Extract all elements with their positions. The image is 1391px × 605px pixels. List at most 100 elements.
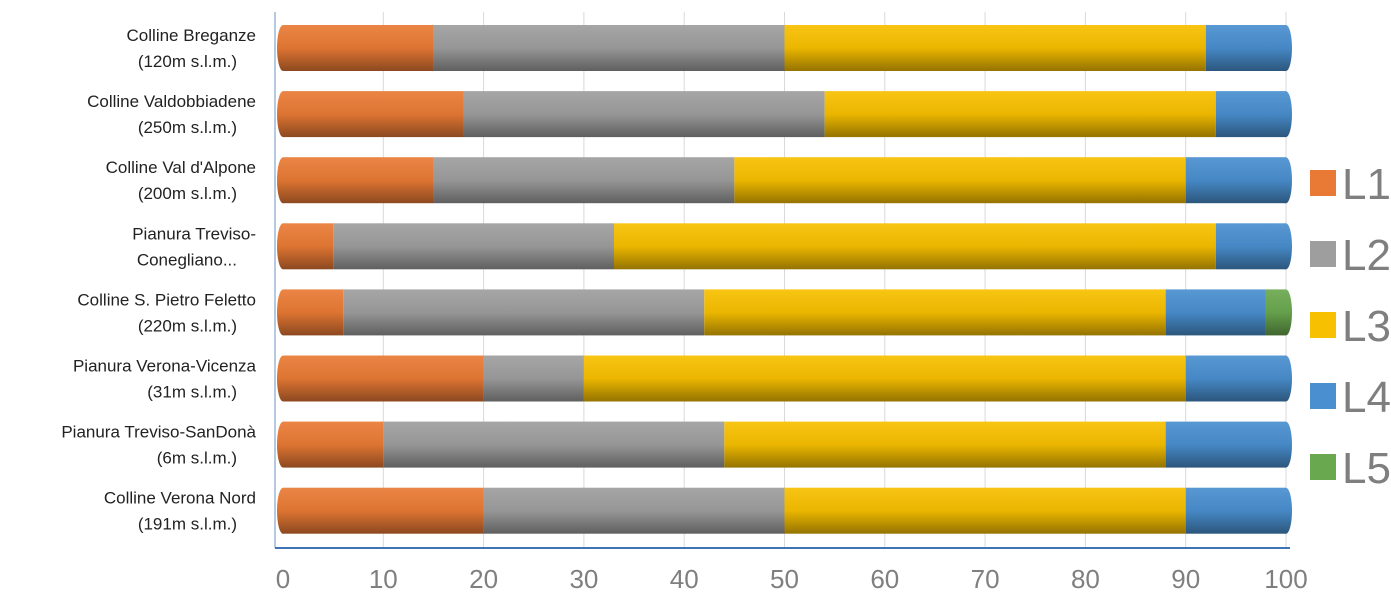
bar-segment-l4 bbox=[1215, 223, 1286, 270]
legend-item-l4: L4 bbox=[1310, 373, 1391, 422]
bar-segment-l2 bbox=[433, 157, 735, 204]
bar-cap-left bbox=[277, 91, 289, 138]
x-tick-label: 0 bbox=[276, 564, 290, 594]
legend-swatch bbox=[1310, 170, 1336, 196]
bar-cap-right bbox=[1280, 25, 1292, 71]
bar-segment-l4 bbox=[1205, 25, 1286, 71]
bar-segment-l4 bbox=[1185, 157, 1286, 204]
bar-segment-l3 bbox=[583, 355, 1186, 402]
bar-cap-right bbox=[1280, 91, 1292, 138]
axes bbox=[274, 12, 1290, 549]
bar-segment-l4 bbox=[1185, 355, 1286, 402]
legend-item-l1: L1 bbox=[1310, 160, 1391, 209]
bar-segment-l1 bbox=[283, 355, 484, 402]
bar-cap-left bbox=[277, 421, 289, 468]
category-label: (120m s.l.m.) bbox=[138, 52, 237, 71]
x-tick-label: 10 bbox=[369, 564, 398, 594]
bar-cap-right bbox=[1280, 355, 1292, 402]
category-label: (220m s.l.m.) bbox=[138, 316, 237, 335]
bar-segment-l3 bbox=[824, 91, 1216, 138]
legend-item-l3: L3 bbox=[1310, 302, 1391, 351]
bar-segment-l1 bbox=[283, 25, 434, 71]
category-label: Pianura Verona-Vicenza bbox=[73, 357, 257, 376]
x-tick-label: 40 bbox=[670, 564, 699, 594]
bar-segment-l2 bbox=[463, 91, 825, 138]
bar-segment-l3 bbox=[784, 487, 1186, 534]
bar-row bbox=[277, 25, 1292, 71]
bar-row bbox=[277, 421, 1292, 468]
bar-segment-l4 bbox=[1165, 421, 1286, 468]
x-tick-label: 50 bbox=[770, 564, 799, 594]
legend-swatch bbox=[1310, 312, 1336, 338]
bar-segment-l3 bbox=[704, 289, 1166, 336]
x-tick-label: 100 bbox=[1264, 564, 1307, 594]
category-label: Colline S. Pietro Feletto bbox=[77, 290, 256, 309]
legend-swatch bbox=[1310, 383, 1336, 409]
bar-segment-l3 bbox=[613, 223, 1216, 270]
bar-segment-l4 bbox=[1215, 91, 1286, 138]
legend-item-l5: L5 bbox=[1310, 444, 1391, 493]
bar-row bbox=[277, 355, 1292, 402]
bar-segment-l1 bbox=[283, 289, 344, 336]
bar-segment-l1 bbox=[283, 223, 334, 270]
bar-row bbox=[277, 487, 1292, 534]
legend-label: L4 bbox=[1342, 373, 1391, 422]
bar-cap-right bbox=[1280, 289, 1292, 336]
category-label: (191m s.l.m.) bbox=[138, 515, 237, 534]
category-label: (200m s.l.m.) bbox=[138, 184, 237, 203]
bar-segment-l2 bbox=[383, 421, 725, 468]
bar-cap-left bbox=[277, 487, 289, 534]
bar-cap-left bbox=[277, 157, 289, 204]
bar-segment-l3 bbox=[734, 157, 1186, 204]
category-label: (6m s.l.m.) bbox=[157, 449, 237, 468]
bar-row bbox=[277, 157, 1292, 204]
bar-cap-right bbox=[1280, 421, 1292, 468]
bar-cap-left bbox=[277, 289, 289, 336]
category-label: Colline Breganze bbox=[127, 26, 256, 45]
bar-segment-l4 bbox=[1165, 289, 1266, 336]
x-tick-label: 80 bbox=[1071, 564, 1100, 594]
bar-segment-l1 bbox=[283, 421, 384, 468]
legend: L1 L2 L3 L4 L5 bbox=[1310, 160, 1391, 493]
bar-cap-left bbox=[277, 355, 289, 402]
bars bbox=[277, 25, 1292, 534]
bar-segment-l1 bbox=[283, 91, 464, 138]
category-label: (250m s.l.m.) bbox=[138, 118, 237, 137]
category-label: (31m s.l.m.) bbox=[147, 383, 237, 402]
bar-cap-left bbox=[277, 223, 289, 270]
bar-row bbox=[277, 289, 1292, 336]
bar-segment-l2 bbox=[433, 25, 785, 71]
bar-row bbox=[277, 223, 1292, 270]
bar-segment-l1 bbox=[283, 157, 434, 204]
category-label: Colline Verona Nord bbox=[104, 489, 256, 508]
bar-segment-l3 bbox=[724, 421, 1166, 468]
bar-segment-l2 bbox=[483, 355, 584, 402]
category-label: Conegliano... bbox=[137, 250, 237, 269]
bar-segment-l1 bbox=[283, 487, 484, 534]
x-tick-label: 60 bbox=[870, 564, 899, 594]
category-labels: Colline Breganze (120m s.l.m.) Colline Val… bbox=[61, 26, 256, 534]
category-label: Pianura Treviso-SanDonà bbox=[61, 423, 256, 442]
bar-segment-l2 bbox=[343, 289, 705, 336]
x-tick-label: 90 bbox=[1171, 564, 1200, 594]
bar-row bbox=[277, 91, 1292, 138]
category-label: Pianura Treviso- bbox=[132, 224, 256, 243]
legend-label: L1 bbox=[1342, 160, 1391, 209]
bar-segment-l4 bbox=[1185, 487, 1286, 534]
bar-cap-left bbox=[277, 25, 289, 71]
bar-cap-right bbox=[1280, 487, 1292, 534]
legend-swatch bbox=[1310, 241, 1336, 267]
legend-label: L2 bbox=[1342, 231, 1391, 280]
category-label: Colline Val d'Alpone bbox=[106, 158, 256, 177]
bar-cap-right bbox=[1280, 223, 1292, 270]
x-tick-label: 30 bbox=[569, 564, 598, 594]
legend-swatch bbox=[1310, 454, 1336, 480]
legend-label: L5 bbox=[1342, 444, 1391, 493]
bar-cap-right bbox=[1280, 157, 1292, 204]
bar-segment-l2 bbox=[483, 487, 785, 534]
legend-label: L3 bbox=[1342, 302, 1391, 351]
legend-item-l2: L2 bbox=[1310, 231, 1391, 280]
x-tick-labels: 0 10 20 30 40 50 60 70 80 90 100 bbox=[276, 564, 1308, 594]
